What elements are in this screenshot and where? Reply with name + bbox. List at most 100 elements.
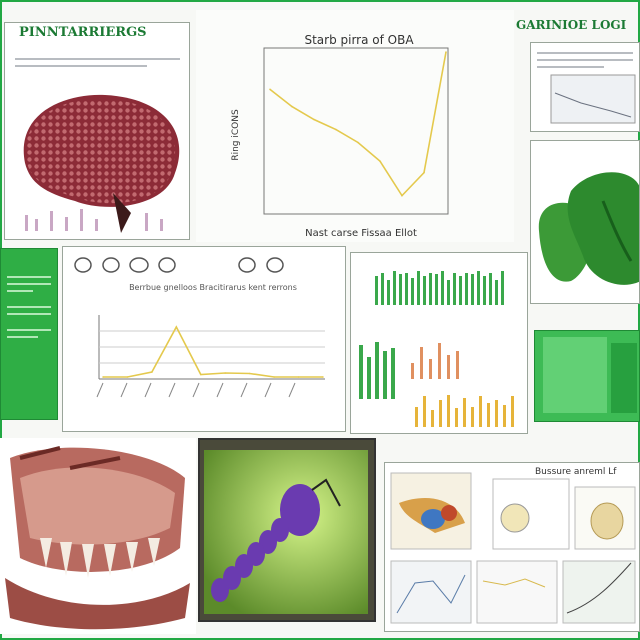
spike-series-line [103, 325, 323, 378]
bars-a-bar-8 [423, 276, 426, 305]
series-line-point-3 [335, 128, 337, 131]
green-bar-chart [375, 269, 513, 305]
bars-a-bar-6 [411, 278, 414, 305]
bars-c-bar-8 [479, 396, 482, 427]
bars-a-bar-19 [489, 272, 492, 305]
spike-series-line-point-8 [297, 376, 300, 378]
x-tick-marks [96, 382, 296, 398]
bars-d-bar-2 [429, 359, 432, 379]
bars-a-bar-14 [459, 276, 462, 305]
bars-c-bar-3 [439, 399, 442, 427]
bars-b-bar-0 [359, 345, 363, 399]
series-line-point-0 [269, 88, 271, 91]
x-axis-label: Nast carse Fissaa Ellot [305, 228, 417, 239]
jaw-illustration [5, 446, 190, 630]
mini-table-chart [530, 42, 640, 132]
bars-b-bar-2 [375, 342, 379, 399]
bar-chart-collage [350, 252, 528, 434]
bars-a-bar-4 [399, 274, 402, 305]
bars-c-bar-1 [423, 396, 426, 427]
chart-title: Starb pirra of OBA [304, 33, 414, 47]
spike-series-line-point-1 [126, 376, 129, 378]
bars-d-bar-1 [420, 347, 423, 379]
bars-b-bar-4 [391, 348, 395, 399]
mini-decline-plot [550, 74, 636, 124]
y-axis-label: Ring iCONS [231, 109, 241, 161]
spike-series-line-point-9 [322, 376, 324, 378]
bars-c-bar-6 [463, 398, 466, 427]
orange-bar-chart [411, 339, 471, 379]
diagram-grid-caption: Bussure anreml Lf [535, 467, 617, 477]
top-line-chart-panel: Starb pirra of OBA Nast carse Fissaa Ell… [196, 10, 514, 242]
bars-c-bar-7 [471, 406, 474, 427]
series-line-point-7 [423, 171, 425, 174]
bars-c-bar-5 [455, 408, 458, 427]
bars-a-bar-12 [447, 279, 450, 305]
bars-a-bar-0 [375, 276, 378, 305]
spike-series-line-point-2 [151, 371, 153, 373]
icon-strip [71, 253, 341, 279]
caption-lines [15, 53, 180, 72]
panel-title-left: PINNTARRIERGS [19, 25, 147, 40]
series-line-point-6 [401, 194, 403, 197]
yellow-bar-chart [415, 393, 523, 427]
bars-c-bar-9 [487, 403, 490, 427]
line-chart-starb: Starb pirra of OBA Nast carse Fissaa Ell… [231, 33, 449, 239]
bars-b-bar-1 [367, 357, 371, 399]
spike-series-line-point-5 [224, 372, 227, 374]
diagram-grid [390, 472, 636, 624]
bars-d-bar-0 [411, 363, 414, 379]
specimen-photo-panel [198, 438, 376, 622]
bars-a-bar-13 [453, 272, 456, 305]
bars-a-bar-10 [435, 274, 438, 305]
bars-b-bar-3 [383, 351, 387, 399]
series-line-point-2 [313, 118, 315, 121]
kidney-figure-panel: PINNTARRIERGS [4, 22, 190, 240]
mini-table-lines [537, 47, 633, 73]
spike-series-line-point-3 [175, 326, 178, 328]
bars-a-bar-17 [477, 270, 480, 305]
bars-d-bar-5 [456, 351, 459, 379]
bars-c-bar-10 [495, 399, 498, 427]
series-line [269, 51, 447, 197]
organ-icons [74, 257, 284, 273]
bars-c-bar-2 [431, 410, 434, 427]
kidney-illustration [23, 94, 180, 233]
chart-caption: Berrbue gnelloos Bracitirarus kent rerro… [129, 283, 297, 292]
bars-a-bar-9 [429, 272, 432, 305]
screen-block-b [611, 343, 637, 413]
green-organ-illustration [538, 172, 639, 285]
panel-title-right: GARINIOE LOGI [516, 18, 627, 32]
bars-a-bar-15 [465, 272, 468, 305]
bars-a-bar-20 [495, 279, 498, 305]
spike-series-line-point-6 [248, 372, 251, 375]
bars-a-bar-11 [441, 270, 444, 305]
series-line-point-1 [291, 105, 293, 108]
screen-block-a [543, 337, 607, 413]
series-line-point-4 [357, 141, 359, 144]
spike-chart-panel: Berrbue gnelloos Bracitirarus kent rerro… [62, 246, 346, 432]
bars-a-bar-21 [501, 270, 504, 305]
green-side-panel [0, 248, 58, 420]
spike-series-line-point-7 [273, 376, 275, 378]
bars-a-bar-2 [387, 279, 390, 305]
green-leaf-panel [530, 140, 640, 304]
spike-series-line-point-0 [102, 376, 104, 378]
bars-a-bar-3 [393, 270, 396, 305]
series-line-point-8 [445, 51, 447, 53]
bars-d-bar-3 [438, 343, 441, 379]
bars-a-bar-7 [417, 270, 420, 305]
bars-a-bar-18 [483, 276, 486, 305]
jaw-illustration-panel [0, 438, 196, 634]
right-header-area: GARINIOE LOGI [516, 16, 640, 236]
bars-c-bar-12 [511, 396, 514, 427]
bars-a-bar-5 [405, 272, 408, 305]
bars-c-bar-0 [415, 406, 418, 427]
side-panel-lines [7, 271, 51, 343]
green-bar-chart-small [359, 339, 399, 399]
plot-area [263, 47, 449, 215]
green-screen-panel [534, 330, 640, 422]
series-line-point-5 [379, 160, 381, 162]
spike-series-line-point-4 [199, 373, 202, 376]
specimen-photo [204, 450, 368, 614]
